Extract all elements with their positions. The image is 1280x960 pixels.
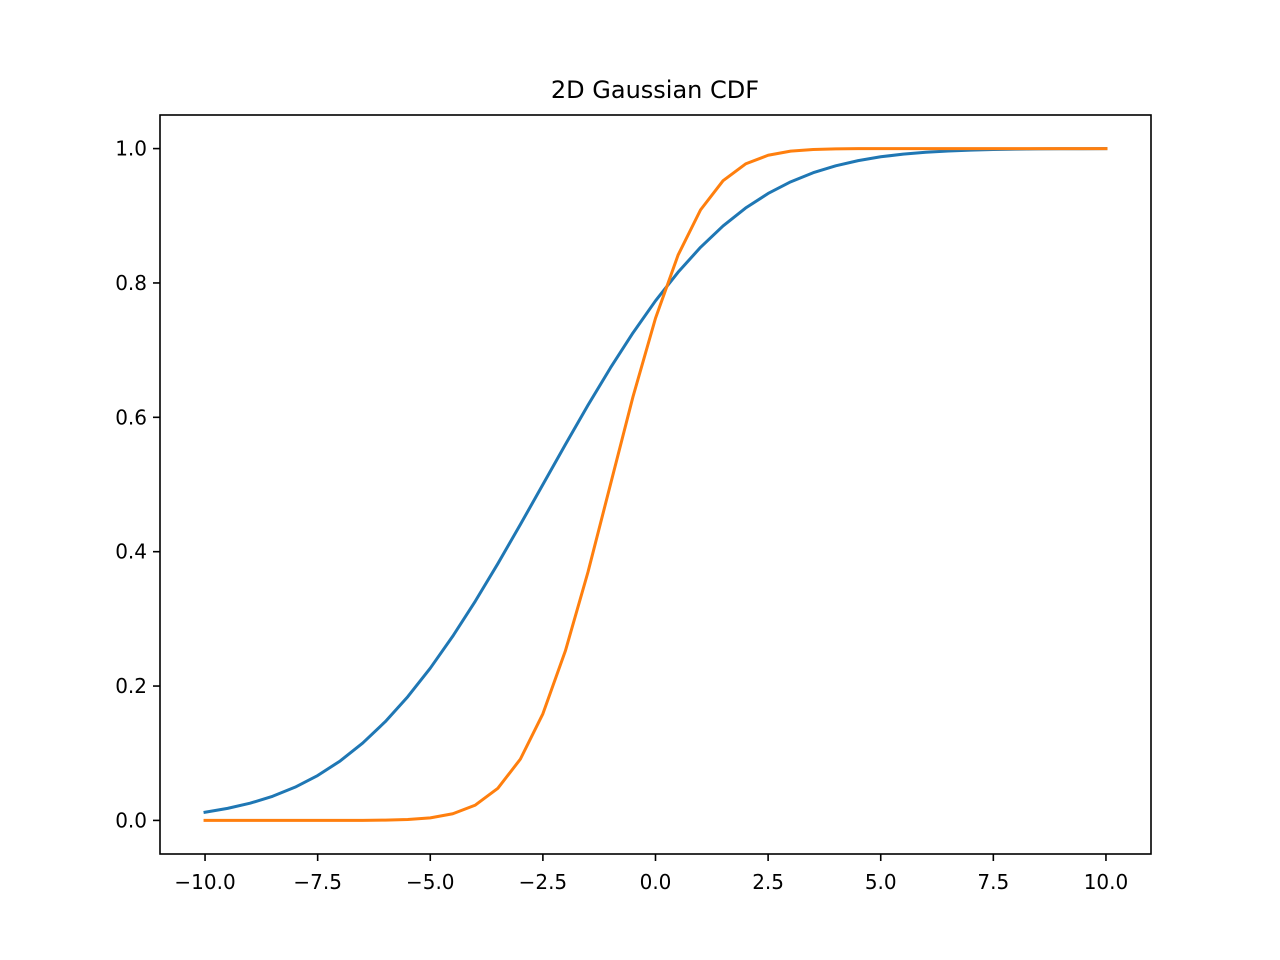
x-tick-label: 10.0 (1084, 870, 1129, 894)
y-tick-label: 0.2 (115, 674, 147, 698)
y-tick-label: 0.8 (115, 271, 147, 295)
series-layer (203, 147, 1108, 822)
x-tick-label: −7.5 (293, 870, 342, 894)
x-tick-label: −2.5 (519, 870, 568, 894)
y-tick-label: 1.0 (115, 137, 147, 161)
x-tick-label: 2.5 (752, 870, 784, 894)
y-tick-label: 0.6 (115, 405, 147, 429)
x-axis: −10.0 −7.5 −5.0 −2.5 0.0 2.5 5.0 7.5 10.0 (174, 854, 1128, 894)
x-tick-label: 0.0 (640, 870, 672, 894)
series-line-1 (203, 147, 1108, 814)
y-tick-label: 0.0 (115, 808, 147, 832)
y-axis: 0.0 0.2 0.4 0.6 0.8 1.0 (115, 137, 160, 832)
x-tick-label: 7.5 (977, 870, 1009, 894)
series-line-2 (203, 147, 1108, 822)
y-tick-label: 0.4 (115, 540, 147, 564)
plot-frame (159, 114, 1152, 855)
x-tick-label: 5.0 (865, 870, 897, 894)
x-tick-label: −5.0 (406, 870, 455, 894)
x-tick-label: −10.0 (174, 870, 235, 894)
chart-title: 2D Gaussian CDF (551, 76, 759, 104)
